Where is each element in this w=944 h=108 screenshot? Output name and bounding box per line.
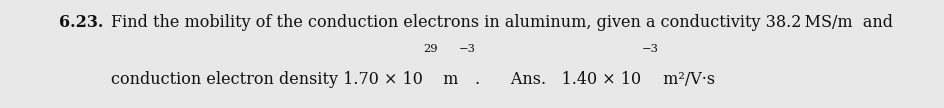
Text: m: m bbox=[438, 71, 458, 88]
Text: −3: −3 bbox=[458, 44, 475, 54]
Text: −3: −3 bbox=[641, 44, 658, 54]
Text: 29: 29 bbox=[423, 44, 438, 54]
Text: 6.23.: 6.23. bbox=[59, 14, 103, 31]
Text: conduction electron density 1.70 × 10: conduction electron density 1.70 × 10 bbox=[111, 71, 423, 88]
Text: .      Ans.   1.40 × 10: . Ans. 1.40 × 10 bbox=[475, 71, 641, 88]
Text: m²/V·s: m²/V·s bbox=[658, 71, 716, 88]
Text: Find the mobility of the conduction electrons in aluminum, given a conductivity : Find the mobility of the conduction elec… bbox=[111, 14, 893, 31]
